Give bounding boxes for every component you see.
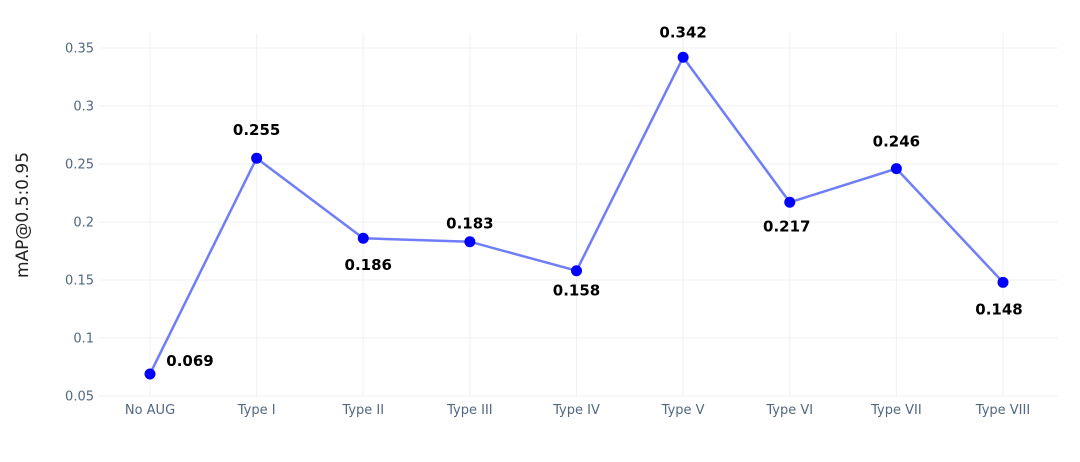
x-tick-label: Type VI [765, 403, 813, 418]
x-tick-label: No AUG [125, 403, 175, 418]
data-label: 0.255 [233, 121, 280, 139]
y-tick-label: 0.25 [65, 158, 94, 173]
y-axis-ticks: 0.05 0.1 0.15 0.2 0.25 0.3 0.35 [65, 42, 94, 405]
series-points [144, 51, 1009, 380]
y-tick-label: 0.2 [73, 216, 94, 231]
data-label: 0.342 [659, 23, 706, 41]
data-point [997, 276, 1009, 288]
data-label: 0.186 [345, 256, 392, 274]
y-tick-label: 0.15 [65, 274, 94, 289]
x-tick-label: Type V [661, 403, 705, 418]
x-tick-label: Type VII [870, 403, 922, 418]
x-tick-label: Type III [446, 403, 493, 418]
data-label: 0.069 [166, 352, 213, 370]
data-point [144, 368, 156, 380]
data-label: 0.158 [553, 282, 600, 300]
y-tick-label: 0.1 [73, 332, 94, 347]
gridlines [98, 33, 1058, 397]
data-label: 0.183 [446, 215, 493, 233]
data-point [571, 265, 582, 277]
data-point [357, 232, 369, 244]
data-point [677, 51, 689, 63]
data-label: 0.148 [975, 300, 1022, 318]
data-labels: 0.069 0.255 0.186 0.183 0.158 0.342 0.217 0.246… [166, 23, 1022, 370]
data-point [784, 196, 796, 208]
y-tick-label: 0.3 [73, 100, 94, 115]
x-tick-label: Type I [237, 403, 276, 418]
x-tick-label: Type VIII [975, 403, 1030, 418]
data-label: 0.246 [873, 133, 920, 151]
data-point [464, 236, 476, 248]
y-tick-label: 0.05 [65, 390, 94, 405]
x-axis-ticks: No AUG Type I Type II Type III Type IV Type V… [125, 403, 1030, 418]
x-tick-label: Type II [341, 403, 384, 418]
data-point [890, 163, 902, 175]
y-tick-label: 0.35 [65, 42, 94, 57]
data-point [251, 152, 263, 164]
y-axis-title: mAP@0.5:0.95 [13, 152, 33, 278]
x-tick-label: Type IV [552, 403, 600, 418]
data-label: 0.217 [763, 217, 810, 235]
